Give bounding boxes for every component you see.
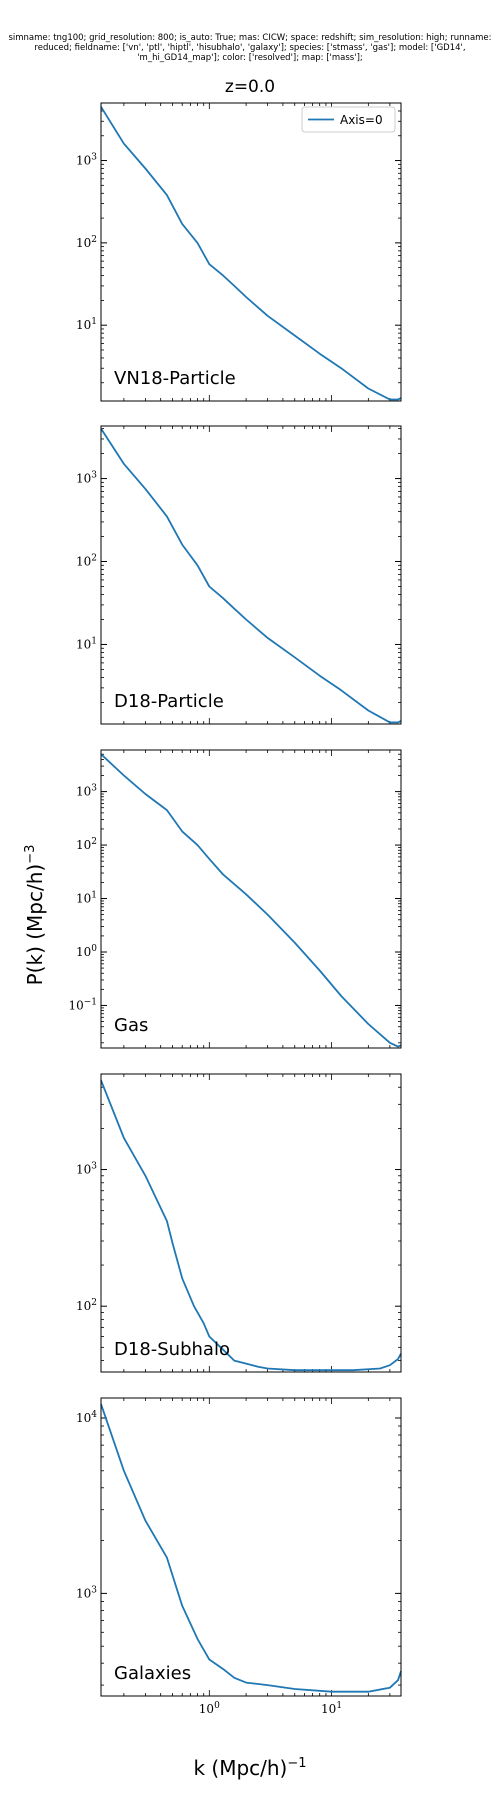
panel-label: Galaxies (114, 1663, 191, 1684)
y-tick-label: 10−1 (68, 997, 97, 1012)
series-line (101, 1404, 401, 1692)
y-axis-label-exponent: −3 (23, 845, 38, 864)
plot-frame (101, 426, 401, 724)
y-tick-label: 103 (76, 784, 97, 799)
legend: Axis=0 (302, 107, 395, 132)
x-axis-label: k (Mpc/h)−1 (193, 1756, 306, 1780)
legend-label: Axis=0 (340, 113, 383, 127)
panel-label: D18-Subhalo (114, 1339, 230, 1360)
y-tick-label: 101 (76, 636, 97, 651)
plot-frame (101, 1398, 401, 1696)
suptitle: simname: tng100; grid_resolution: 800; i… (8, 33, 491, 63)
plot-frame (101, 103, 401, 401)
y-tick-label: 102 (76, 554, 97, 569)
y-axis-label-text: P(k) (Mpc/h) (23, 864, 47, 986)
plot-frame (101, 1074, 401, 1372)
y-tick-label: 103 (76, 471, 97, 486)
chart-title: z=0.0 (225, 77, 275, 97)
panels: 101 102 103 VN18-Particle Axis=0 101 102 103 D18… (68, 103, 401, 1716)
y-tick-label: 103 (76, 153, 97, 168)
x-tick-label: 101 (321, 1701, 342, 1716)
y-tick-label: 102 (76, 837, 97, 852)
panel-label: VN18-Particle (114, 368, 236, 389)
chart-panel: 102 103 D18-Subhalo (76, 1074, 401, 1372)
suptitle-line: simname: tng100; grid_resolution: 800; i… (8, 33, 491, 43)
x-tick-label: 100 (199, 1701, 220, 1716)
suptitle-line: reduced; fieldname: ['vn', 'ptl', 'hiptl… (34, 43, 465, 53)
chart-panel: 101 102 103 D18-Particle (76, 426, 401, 724)
y-axis-label-group: P(k) (Mpc/h)−3 (23, 845, 47, 986)
series-line (101, 754, 401, 1046)
x-axis-label-exponent: −1 (287, 1756, 306, 1771)
series-line (101, 429, 401, 723)
y-tick-label: 101 (76, 317, 97, 332)
panel-label: Gas (114, 1015, 148, 1036)
series-line (101, 107, 401, 400)
series-line (101, 1080, 401, 1370)
y-tick-label: 102 (76, 235, 97, 250)
chart-panel: 101 102 103 VN18-Particle Axis=0 (76, 103, 401, 401)
y-tick-label: 103 (76, 1162, 97, 1177)
y-tick-label: 102 (76, 1298, 97, 1313)
chart-panel: 103 104 100 101 Galaxies (76, 1398, 401, 1716)
x-axis-label-text: k (Mpc/h) (193, 1756, 287, 1780)
y-tick-label: 100 (76, 944, 97, 959)
y-axis-label: P(k) (Mpc/h)−3 (23, 845, 47, 986)
suptitle-line: 'm_hi_GD14_map']; color: ['resolved']; m… (137, 53, 363, 63)
panel-label: D18-Particle (114, 691, 224, 712)
y-tick-label: 104 (76, 1410, 97, 1425)
y-tick-label: 101 (76, 891, 97, 906)
y-tick-label: 103 (76, 1585, 97, 1600)
chart-panel: 10−1 100 101 102 103 Gas (68, 750, 401, 1048)
